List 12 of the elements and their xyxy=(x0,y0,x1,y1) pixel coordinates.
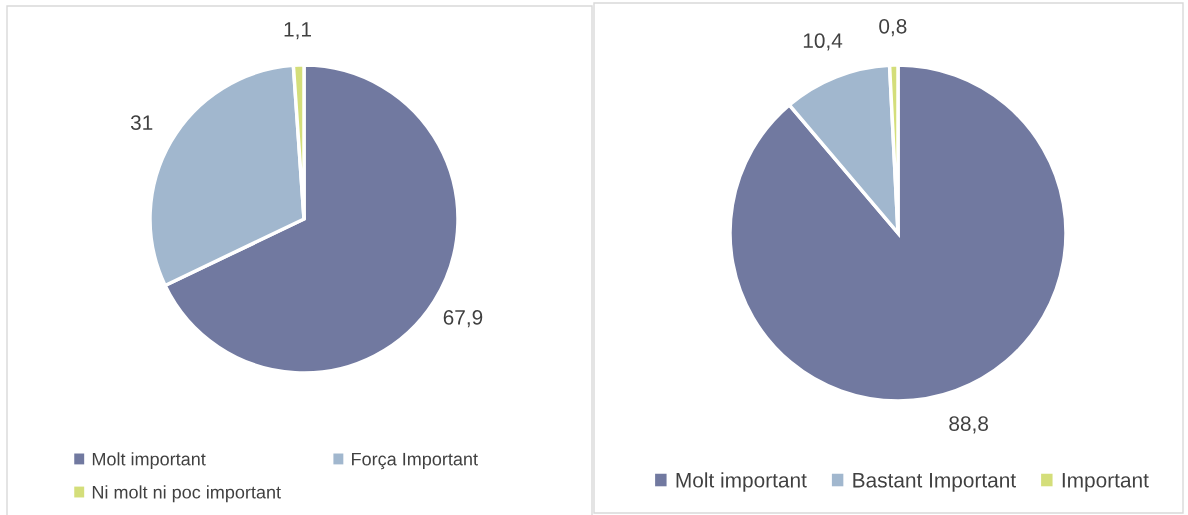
legend-label: Bastant Important xyxy=(853,473,1016,492)
legend-label: Força Important xyxy=(352,452,478,470)
legend-label: Molt important xyxy=(676,472,807,492)
data-label: 10,4 xyxy=(803,33,843,51)
data-label: 88,8 xyxy=(949,416,989,434)
legend-label: Molt important xyxy=(92,452,206,470)
data-label: 67,9 xyxy=(443,310,483,328)
data-label: 0,8 xyxy=(879,18,907,37)
data-label: 31 xyxy=(130,115,153,130)
data-label: 1,1 xyxy=(284,22,311,40)
legend-label: Ni molt ni poc important xyxy=(92,485,281,503)
legend-label: Important xyxy=(1062,473,1149,492)
